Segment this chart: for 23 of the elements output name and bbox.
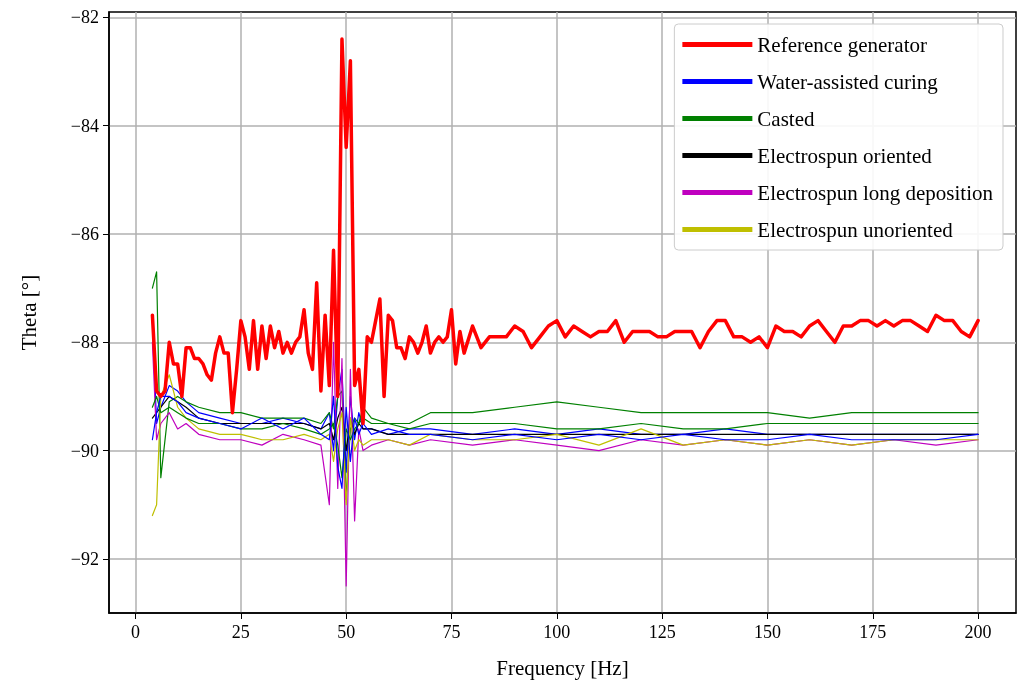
- x-tick-label: 50: [337, 622, 356, 642]
- y-tick-label: −88: [70, 332, 99, 353]
- x-tick-label: 125: [648, 622, 676, 642]
- y-tick-label: −90: [70, 440, 99, 461]
- legend-label: Casted: [757, 106, 816, 131]
- y-tick-label: −82: [70, 7, 99, 28]
- x-tick-label: 200: [964, 622, 992, 642]
- legend-label: Electrospun long deposition: [757, 180, 994, 205]
- y-tick-label: −84: [70, 115, 99, 136]
- y-axis-title: Theta [°]: [16, 274, 41, 351]
- y-tick-label: −86: [70, 223, 99, 244]
- y-tick-label: −92: [70, 548, 99, 569]
- x-tick-label: 100: [543, 622, 571, 642]
- x-tick-label: 25: [231, 622, 250, 642]
- x-tick-label: 0: [131, 622, 141, 642]
- legend-label: Reference generator: [757, 32, 928, 57]
- x-tick-label: 150: [753, 622, 781, 642]
- legend-label: Electrospun unoriented: [757, 217, 954, 242]
- x-axis-title: Frequency [Hz]: [496, 655, 629, 680]
- legend-label: Water-assisted curing: [757, 69, 939, 94]
- legend-label: Electrospun oriented: [757, 143, 933, 168]
- x-tick-label: 75: [442, 622, 461, 642]
- x-tick-label: 175: [859, 622, 887, 642]
